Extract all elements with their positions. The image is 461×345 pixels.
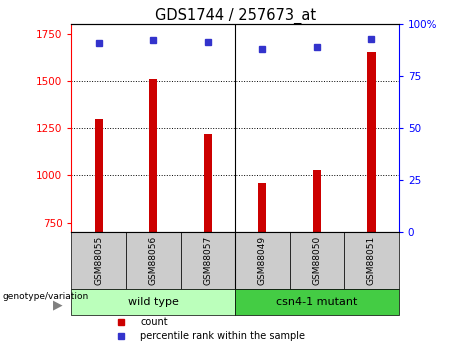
Text: percentile rank within the sample: percentile rank within the sample xyxy=(140,331,305,341)
Text: ▶: ▶ xyxy=(53,299,62,312)
Title: GDS1744 / 257673_at: GDS1744 / 257673_at xyxy=(154,8,316,24)
Bar xyxy=(71,289,235,315)
Bar xyxy=(181,232,235,289)
Bar xyxy=(126,232,181,289)
Bar xyxy=(149,79,157,232)
Bar xyxy=(235,289,399,315)
Text: wild type: wild type xyxy=(128,297,179,307)
Text: GSM88057: GSM88057 xyxy=(203,236,213,285)
Text: genotype/variation: genotype/variation xyxy=(2,292,89,301)
Text: csn4-1 mutant: csn4-1 mutant xyxy=(276,297,358,307)
Bar xyxy=(344,232,399,289)
Text: GSM88049: GSM88049 xyxy=(258,236,267,285)
Bar xyxy=(235,232,290,289)
Text: GSM88050: GSM88050 xyxy=(313,236,321,285)
Bar xyxy=(313,170,321,232)
Bar xyxy=(258,183,266,232)
Text: GSM88056: GSM88056 xyxy=(149,236,158,285)
Bar xyxy=(95,119,103,232)
Text: count: count xyxy=(140,317,168,327)
Bar xyxy=(71,232,126,289)
Bar xyxy=(204,134,212,232)
Text: GSM88055: GSM88055 xyxy=(94,236,103,285)
Bar xyxy=(367,52,376,232)
Text: GSM88051: GSM88051 xyxy=(367,236,376,285)
Bar xyxy=(290,232,344,289)
